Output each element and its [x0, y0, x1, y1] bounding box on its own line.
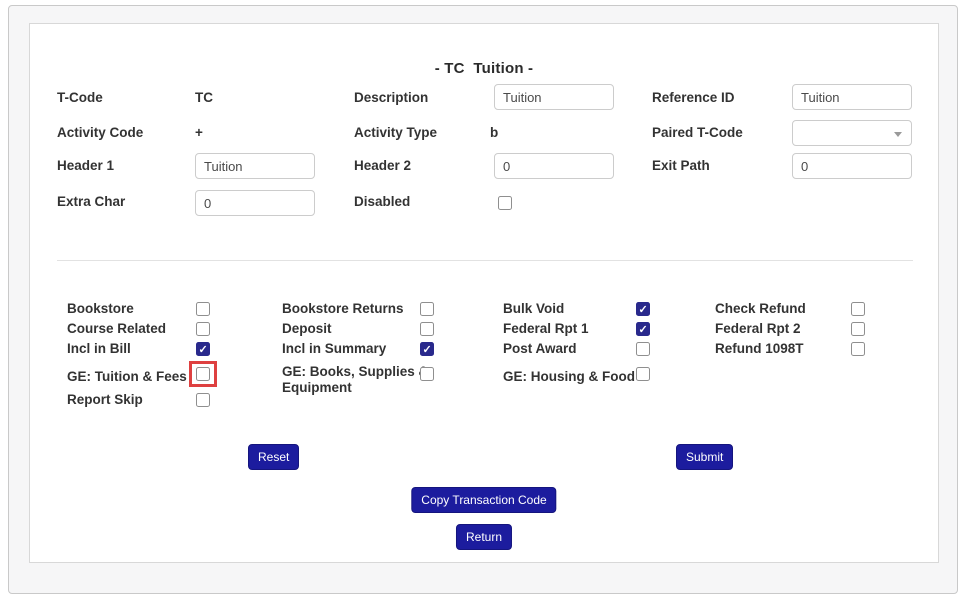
- federal-rpt-2-checkbox[interactable]: [851, 322, 865, 336]
- ge-tuition-fees-label: GE: Tuition & Fees: [67, 369, 187, 384]
- copy-transaction-code-button[interactable]: Copy Transaction Code: [411, 487, 557, 513]
- bulk-void-label: Bulk Void: [503, 301, 565, 316]
- incl-in-summary-checkbox[interactable]: [420, 342, 434, 357]
- section-divider: [57, 260, 913, 261]
- reference-id-input[interactable]: [792, 84, 912, 110]
- tcode-label: T-Code: [57, 90, 103, 105]
- reset-button[interactable]: Reset: [248, 444, 300, 470]
- report-skip-label: Report Skip: [67, 392, 143, 407]
- tc-tuition-form-panel: - TC Tuition - T-Code TC Description Ref…: [29, 23, 939, 563]
- exit-path-label: Exit Path: [652, 158, 710, 173]
- page-container: - TC Tuition - T-Code TC Description Ref…: [8, 5, 958, 594]
- header-2-input[interactable]: [494, 153, 614, 179]
- extra-char-label: Extra Char: [57, 194, 126, 209]
- return-button[interactable]: Return: [455, 524, 513, 550]
- activity-code-label: Activity Code: [57, 125, 144, 140]
- report-skip-checkbox[interactable]: [196, 393, 210, 407]
- submit-button[interactable]: Submit: [676, 444, 734, 470]
- refund-1098t-label: Refund 1098T: [715, 341, 804, 356]
- ge-housing-food-label: GE: Housing & Food: [503, 369, 635, 384]
- activity-type-label: Activity Type: [354, 125, 438, 140]
- post-award-checkbox[interactable]: [636, 342, 650, 356]
- page-title: - TC Tuition -: [434, 60, 534, 77]
- incl-in-summary-label: Incl in Summary: [282, 341, 387, 356]
- description-label: Description: [354, 90, 429, 105]
- reference-id-label: Reference ID: [652, 90, 735, 105]
- check-refund-label: Check Refund: [715, 301, 806, 316]
- federal-rpt-2-label: Federal Rpt 2: [715, 321, 801, 336]
- ge-books-supplies-checkbox[interactable]: [420, 367, 434, 381]
- federal-rpt-1-label: Federal Rpt 1: [503, 321, 589, 336]
- incl-in-bill-label: Incl in Bill: [67, 341, 131, 356]
- deposit-checkbox[interactable]: [420, 322, 434, 336]
- ge-housing-food-checkbox[interactable]: [636, 367, 650, 381]
- chevron-down-icon: [894, 132, 902, 137]
- extra-char-input[interactable]: [195, 190, 315, 216]
- header-1-label: Header 1: [57, 158, 115, 173]
- activity-code-value: +: [195, 125, 203, 140]
- header-1-input[interactable]: [195, 153, 315, 179]
- activity-type-value: b: [490, 125, 499, 140]
- course-related-checkbox[interactable]: [196, 322, 210, 336]
- bulk-void-checkbox[interactable]: [636, 302, 650, 317]
- incl-in-bill-checkbox[interactable]: [196, 342, 210, 357]
- disabled-label: Disabled: [354, 194, 411, 209]
- paired-tcode-value: [793, 126, 809, 134]
- check-refund-checkbox[interactable]: [851, 302, 865, 316]
- deposit-label: Deposit: [282, 321, 332, 336]
- paired-tcode-label: Paired T-Code: [652, 125, 743, 140]
- bookstore-returns-label: Bookstore Returns: [282, 301, 404, 316]
- federal-rpt-1-checkbox[interactable]: [636, 322, 650, 337]
- bookstore-label: Bookstore: [67, 301, 134, 316]
- ge-books-supplies-label: GE: Books, Supplies & Equipment: [282, 364, 429, 395]
- tcode-value: TC: [195, 90, 213, 105]
- post-award-label: Post Award: [503, 341, 577, 356]
- exit-path-input[interactable]: [792, 153, 912, 179]
- ge-tuition-fees-checkbox[interactable]: [196, 367, 210, 381]
- refund-1098t-checkbox[interactable]: [851, 342, 865, 356]
- highlight-box: [189, 361, 217, 387]
- description-input[interactable]: [494, 84, 614, 110]
- disabled-checkbox[interactable]: [498, 196, 512, 210]
- bookstore-returns-checkbox[interactable]: [420, 302, 434, 316]
- header-2-label: Header 2: [354, 158, 412, 173]
- paired-tcode-select[interactable]: [792, 120, 912, 146]
- bookstore-checkbox[interactable]: [196, 302, 210, 316]
- course-related-label: Course Related: [67, 321, 167, 336]
